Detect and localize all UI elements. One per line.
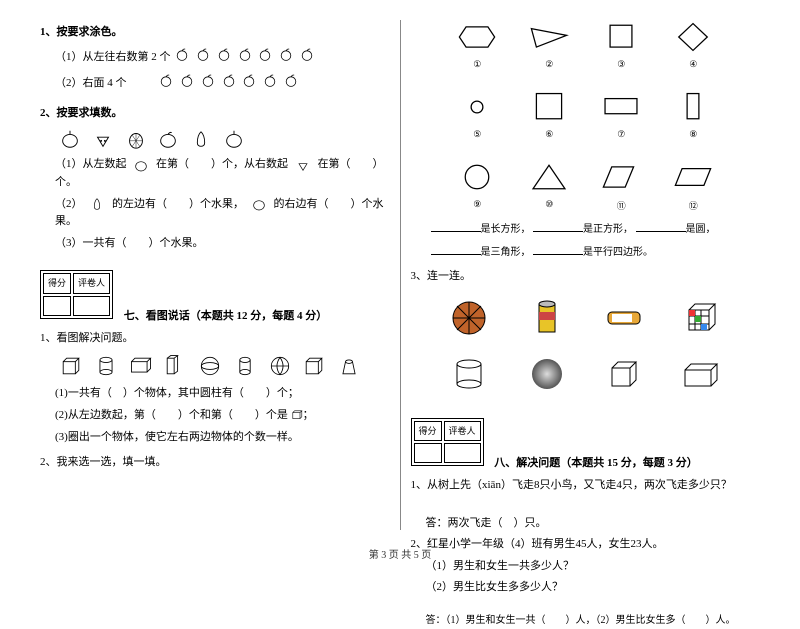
eraser-icon <box>604 298 644 338</box>
num-6: ⑥ <box>528 129 570 140</box>
q2-1b: 在第（ ）个，从右数起 <box>156 158 288 170</box>
section8-header: 得分评卷人 八、解决问题（本题共 15 分，每题 3 分） <box>411 418 761 473</box>
fruit-row <box>55 128 390 150</box>
section7-header: 得分评卷人 七、看图说话（本题共 12 分，每题 4 分） <box>40 270 390 325</box>
fill1a: 是长方形， <box>481 224 531 235</box>
shapes-grid: ① ② ③ ④ ⑤ ⑥ ⑦ ⑧ ⑨ ⑩ ⑪ ⑫ <box>411 20 761 212</box>
num-1: ① <box>456 59 498 70</box>
circle-icon <box>456 90 498 124</box>
score-box-7: 得分评卷人 <box>40 270 113 319</box>
q1-sub2: （2）右面 4 个 <box>40 72 390 95</box>
q1-sub1: （1）从左往右数第 2 个 <box>40 46 390 69</box>
q2-3: （3）一共有（ ）个水果。 <box>40 235 390 253</box>
fill-line-2: 是三角形， 是平行四边形。 <box>431 243 761 258</box>
square-icon <box>600 20 642 54</box>
cuboid-icon <box>681 354 721 394</box>
q1-title: 1、按要求涂色。 <box>40 24 390 42</box>
num-7: ⑦ <box>600 129 642 140</box>
q3: 3、连一连。 <box>411 268 761 286</box>
q2-2: （2） 的左边有（ ）个水果， 的右边有（ ）个水果。 <box>40 196 390 231</box>
grader-label: 评卷人 <box>73 273 110 293</box>
q7-1: 1、看图解决问题。 <box>40 330 390 348</box>
sphere-icon <box>527 354 567 394</box>
q8-2-ans: 答：（1）男生和女生一共（ ）人，（2）男生比女生多（ ）人。 <box>411 613 761 629</box>
can-icon <box>527 298 567 338</box>
fill1b: 是正方形， <box>583 224 633 235</box>
fill2a: 是三角形， <box>481 247 531 258</box>
num-4: ④ <box>672 59 714 70</box>
num-10: ⑩ <box>528 199 570 210</box>
num-2: ② <box>528 59 570 70</box>
cube-icon <box>604 354 644 394</box>
fill1c: 是圆， <box>686 224 716 235</box>
score-label: 得分 <box>43 273 71 293</box>
q2-2a: （2） <box>55 198 83 210</box>
num-3: ③ <box>600 59 642 70</box>
q7-2: 2、我来选一选，填一填。 <box>40 454 390 472</box>
q7-1-2: (2)从左边数起，第（ ）个和第（ ）个是 ； <box>40 407 390 425</box>
parallelogram2-icon <box>672 160 714 194</box>
sec8-title: 八、解决问题（本题共 15 分，每题 3 分） <box>494 455 698 473</box>
q8-2-2: （2）男生比女生多多少人？ <box>411 579 761 597</box>
grader-label-8: 评卷人 <box>444 421 481 441</box>
q2-title: 2、按要求填数。 <box>40 105 390 123</box>
q8-1-ans: 答：两次飞走（ ）只。 <box>411 515 761 533</box>
score-label-8: 得分 <box>414 421 442 441</box>
q7-1-3: (3)圈出一个物体，使它左右两边物体的个数一样。 <box>40 429 390 447</box>
fill-line-1: 是长方形， 是正方形， 是圆， <box>431 220 761 235</box>
num-5: ⑤ <box>456 129 498 140</box>
q1-1-text: （1）从左往右数第 2 个 <box>55 50 171 62</box>
connect-bottom <box>411 346 761 402</box>
q2-2b: 的左边有（ ）个水果， <box>112 198 244 210</box>
shapes3d-row <box>55 353 390 379</box>
rubiks-icon <box>681 298 721 338</box>
circle2-icon <box>456 160 498 194</box>
sec7-title: 七、看图说话（本题共 12 分，每题 4 分） <box>124 308 328 326</box>
apple-row-2 <box>157 72 300 95</box>
fill2b: 是平行四边形。 <box>583 247 653 258</box>
q7-1-1: (1)一共有（ ）个物体，其中圆柱有（ ）个； <box>40 385 390 403</box>
q2-1: （1）从左数起 在第（ ）个，从右数起 在第（ ）个。 <box>40 156 390 191</box>
q7-1-2-text: (2)从左边数起，第（ ）个和第（ ）个是 <box>55 409 288 421</box>
apple-row-1 <box>173 46 316 69</box>
triangle2-icon <box>528 160 570 194</box>
basketball-icon <box>449 298 489 338</box>
q1-2-text: （2）右面 4 个 <box>55 77 127 89</box>
hexagon-icon <box>456 20 498 54</box>
score-box-8: 得分评卷人 <box>411 418 484 467</box>
num-9: ⑨ <box>456 199 498 210</box>
connect-top <box>411 290 761 346</box>
q8-1: 1、从树上先（xiān）飞走8只小鸟，又飞走4只，两次飞走多少只？ <box>411 477 761 495</box>
cylinder-icon <box>449 354 489 394</box>
rect-icon <box>600 90 642 124</box>
parallelogram-icon <box>600 160 642 194</box>
square2-icon <box>528 90 570 124</box>
num-8: ⑧ <box>672 129 714 140</box>
triangle-icon <box>528 20 570 54</box>
q2-1a: （1）从左数起 <box>55 158 127 170</box>
diamond-icon <box>672 20 714 54</box>
num-12: ⑫ <box>672 199 714 212</box>
page-footer: 第 3 页 共 5 页 <box>0 546 800 561</box>
rect2-icon <box>672 90 714 124</box>
num-11: ⑪ <box>600 199 642 212</box>
